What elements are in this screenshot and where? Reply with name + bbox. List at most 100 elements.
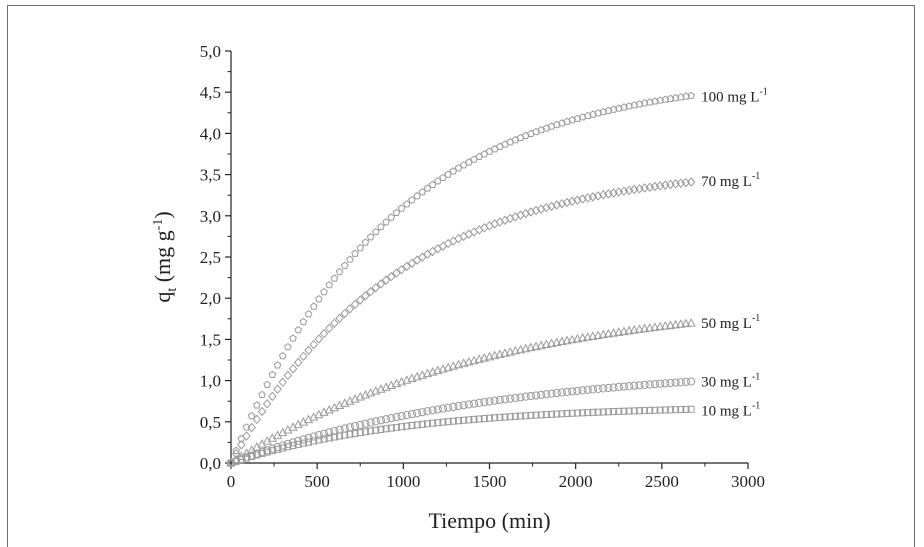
data-point <box>604 408 612 416</box>
x-axis-title: Tiempo (min) <box>428 508 550 533</box>
data-point <box>433 405 442 414</box>
data-point <box>397 204 406 212</box>
data-point <box>486 414 493 422</box>
series-label: 30 mg L-1 <box>701 371 760 390</box>
series-triangle <box>226 318 696 467</box>
data-point <box>386 271 396 282</box>
data-point <box>299 317 308 326</box>
data-point <box>346 255 354 263</box>
data-point <box>319 328 329 339</box>
data-point <box>635 100 644 108</box>
data-point <box>676 319 686 328</box>
data-point <box>356 429 364 437</box>
data-point <box>491 414 499 422</box>
data-point <box>547 389 556 398</box>
data-point <box>583 332 593 341</box>
data-point <box>284 343 292 351</box>
data-point <box>273 361 282 369</box>
data-point <box>278 377 287 387</box>
data-point <box>288 364 298 374</box>
data-point <box>676 378 685 387</box>
data-point <box>366 418 375 427</box>
data-point <box>501 413 509 421</box>
data-point <box>320 287 328 296</box>
data-point <box>314 409 324 419</box>
data-point <box>614 327 624 336</box>
data-point <box>484 351 495 361</box>
data-point <box>474 354 484 363</box>
data-point <box>578 386 587 395</box>
data-point <box>413 421 421 429</box>
data-point <box>620 103 628 111</box>
data-point <box>531 341 541 351</box>
data-point <box>284 443 292 451</box>
data-point <box>366 286 375 297</box>
data-point <box>258 390 266 398</box>
data-point <box>459 401 468 410</box>
data-point <box>299 435 308 444</box>
data-point <box>423 407 432 416</box>
data-point <box>340 308 350 319</box>
data-point <box>620 407 628 415</box>
data-point <box>666 94 675 102</box>
data-point <box>268 444 277 453</box>
data-point <box>382 415 391 424</box>
data-point <box>687 377 696 386</box>
data-point <box>603 328 614 338</box>
data-point <box>423 420 431 428</box>
data-point <box>495 395 504 405</box>
y-tick-label: 5,0 <box>200 42 221 61</box>
data-point <box>454 401 463 411</box>
data-point <box>568 409 576 417</box>
data-point <box>583 385 592 394</box>
data-point <box>531 205 541 216</box>
data-point <box>470 415 478 423</box>
data-point <box>495 349 505 358</box>
data-point <box>257 406 267 417</box>
data-point <box>392 423 400 431</box>
data-point <box>465 416 473 424</box>
data-point <box>639 323 650 333</box>
data-point <box>557 388 566 397</box>
data-point <box>541 339 552 349</box>
data-point <box>412 255 422 265</box>
data-point <box>299 439 307 447</box>
data-point <box>309 302 318 310</box>
data-point <box>283 439 292 449</box>
data-point <box>377 425 385 433</box>
data-point <box>568 387 577 396</box>
data-point <box>579 409 587 417</box>
data-point <box>278 351 287 360</box>
data-point <box>340 424 349 433</box>
data-point <box>293 357 303 368</box>
data-point <box>283 370 293 381</box>
data-point <box>527 411 535 419</box>
data-point <box>553 410 561 418</box>
data-point <box>670 319 681 329</box>
data-point <box>438 364 448 373</box>
data-point <box>686 177 696 187</box>
data-point <box>371 227 380 236</box>
data-point <box>448 361 458 370</box>
data-point <box>371 282 381 293</box>
y-tick-label: 3,5 <box>200 166 221 185</box>
data-point <box>289 442 297 450</box>
data-point <box>526 391 535 401</box>
data-point <box>444 403 453 412</box>
data-point <box>666 378 675 388</box>
data-point <box>650 380 660 389</box>
y-tick-label: 1,5 <box>200 330 221 349</box>
data-point <box>537 411 545 419</box>
data-point <box>366 233 375 241</box>
data-point <box>660 321 670 330</box>
data-point <box>681 318 691 328</box>
data-point <box>526 207 536 217</box>
data-point <box>562 335 572 345</box>
data-point <box>521 343 531 353</box>
data-point <box>263 446 272 455</box>
data-point <box>304 433 313 443</box>
data-point <box>418 252 427 262</box>
data-point <box>577 332 588 342</box>
data-point <box>526 342 536 352</box>
y-tick-label: 4,5 <box>200 83 221 102</box>
